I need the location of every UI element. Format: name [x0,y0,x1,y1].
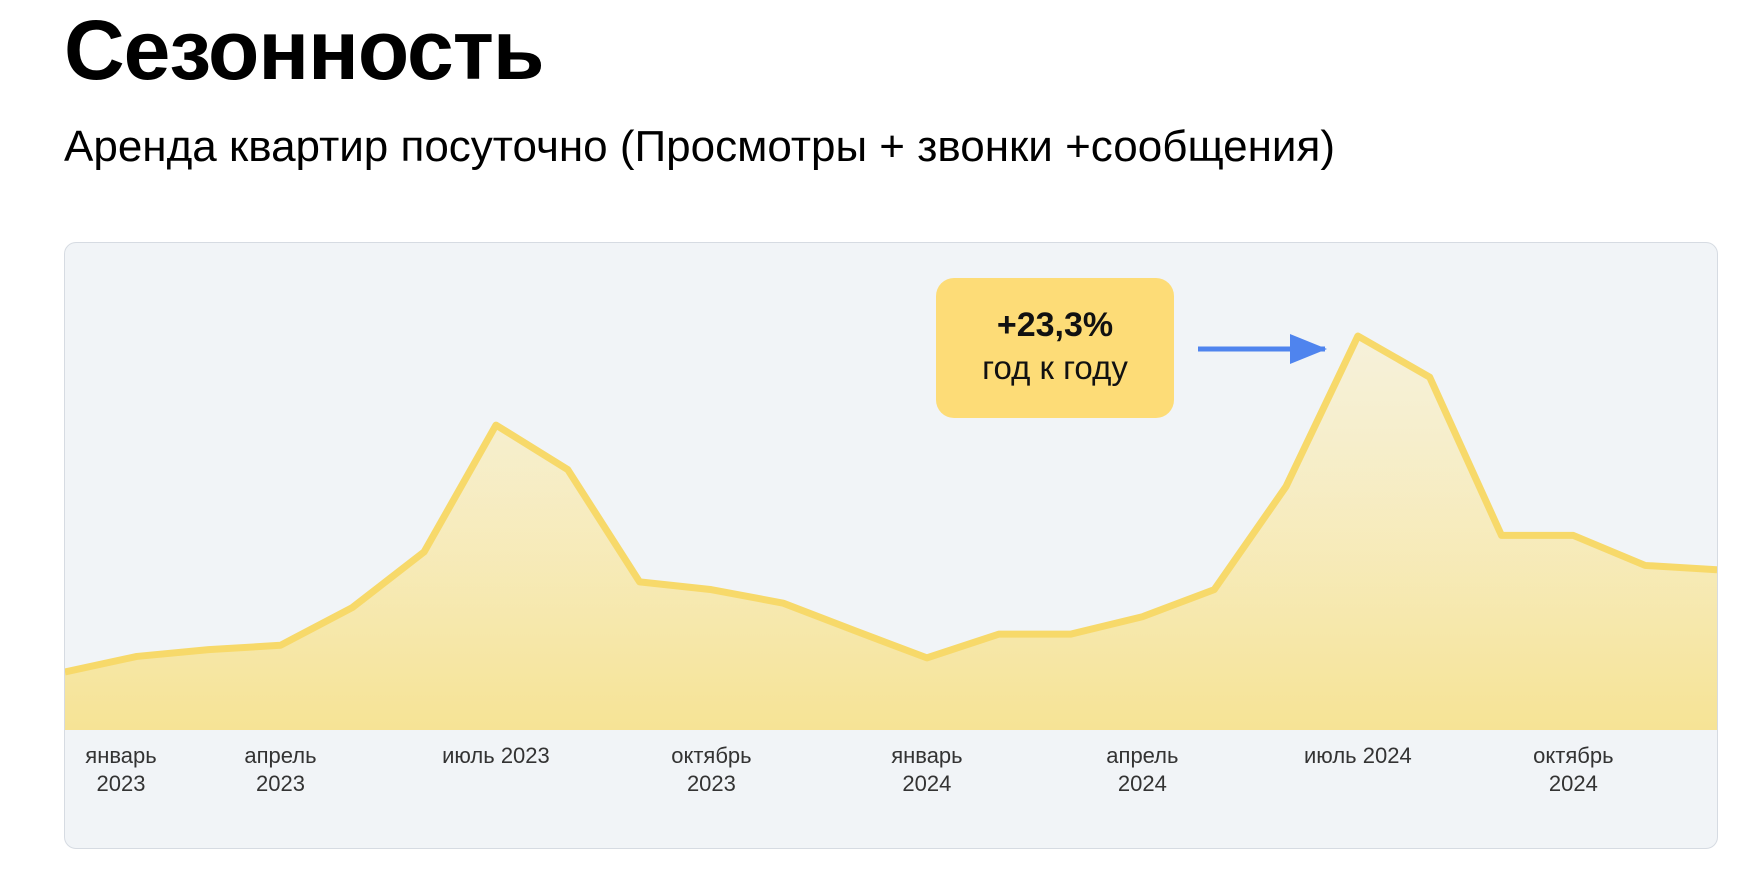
x-tick-label: апрель 2024 [1106,743,1179,796]
arrow-head [1290,334,1327,364]
x-tick-label: июль 2023 [442,743,550,768]
chart [65,332,1717,730]
x-tick-label: апрель 2023 [244,743,317,796]
x-tick-label: январь 2024 [891,743,963,796]
annotation-value: +23,3% [996,306,1114,344]
subtitle: Аренда квартир посуточно (Просмотры + зв… [64,122,1335,171]
x-tick-label: январь 2023 [85,743,157,796]
annotation-text: год к году [982,349,1128,386]
x-tick-label: октябрь 2024 [1533,743,1614,796]
x-tick-label: июль 2024 [1304,743,1412,768]
title: Сезонность [64,3,545,97]
chart-panel: +23,3% год к году январь 2023 апрель 2023… [64,242,1718,849]
x-tick-label: октябрь 2023 [671,743,752,796]
annotation: +23,3% год к году [936,278,1174,418]
area [65,336,1717,730]
line [65,332,1717,676]
